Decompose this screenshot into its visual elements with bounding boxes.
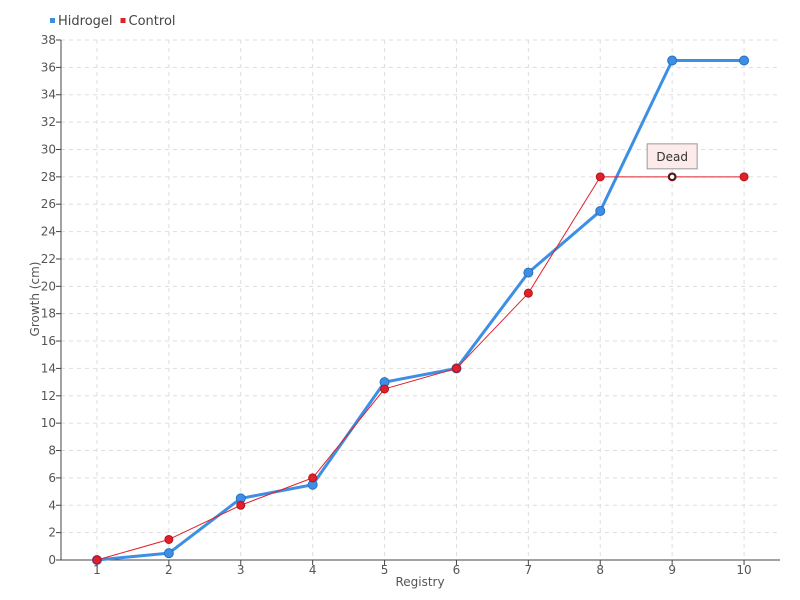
annotation-layer: Dead xyxy=(646,143,698,181)
hidrogel-series-line xyxy=(96,59,745,562)
control-legend-label: Control xyxy=(129,14,176,29)
y-tick-label: 8 xyxy=(48,444,56,458)
control-point[interactable] xyxy=(380,384,390,394)
control-point[interactable] xyxy=(595,172,605,182)
x-tick-label: 4 xyxy=(309,563,317,577)
hidrogel-point[interactable] xyxy=(523,267,534,278)
hidrogel-point[interactable] xyxy=(163,548,174,559)
control-point[interactable] xyxy=(236,500,246,510)
x-tick-label: 8 xyxy=(596,563,604,577)
x-tick-label: 6 xyxy=(453,563,461,577)
y-tick-label: 24 xyxy=(41,225,56,239)
x-tick-label: 1 xyxy=(93,563,101,577)
y-axis-label: Growth (cm) xyxy=(28,262,42,337)
y-tick-label: 4 xyxy=(48,498,56,512)
y-tick-label: 0 xyxy=(48,553,56,567)
control-point[interactable] xyxy=(739,172,749,182)
y-tick-label: 6 xyxy=(48,471,56,485)
hidrogel-point[interactable] xyxy=(667,55,678,66)
y-tick-label: 38 xyxy=(41,33,56,47)
x-axis-label: Registry xyxy=(395,575,444,589)
control-point[interactable] xyxy=(451,363,461,373)
hidrogel-point[interactable] xyxy=(595,206,606,217)
y-tick-label: 30 xyxy=(41,142,56,156)
series-layer xyxy=(91,55,750,565)
y-tick-label: 36 xyxy=(41,60,56,74)
x-tick-label: 3 xyxy=(237,563,245,577)
y-tick-label: 14 xyxy=(41,361,56,375)
control-series-line xyxy=(96,176,745,561)
legend: Hidrogel Control xyxy=(50,14,176,29)
control-point[interactable] xyxy=(92,555,102,565)
y-tick-label: 32 xyxy=(41,115,56,129)
y-tick-label: 2 xyxy=(48,526,56,540)
hidrogel-point[interactable] xyxy=(739,55,750,66)
x-tick-label: 2 xyxy=(165,563,173,577)
x-tick-label: 9 xyxy=(668,563,676,577)
y-tick-label: 34 xyxy=(41,88,56,102)
y-tick-label: 20 xyxy=(41,279,56,293)
control-legend-swatch xyxy=(120,18,126,23)
x-tick-label: 7 xyxy=(525,563,533,577)
hidrogel-legend-swatch xyxy=(50,18,55,23)
y-tick-label: 28 xyxy=(41,170,56,184)
y-tick-label: 22 xyxy=(41,252,56,266)
y-tick-label: 18 xyxy=(41,307,56,321)
y-tick-label: 12 xyxy=(41,389,56,403)
y-tick-label: 10 xyxy=(41,416,56,430)
annotation-label: Dead xyxy=(656,150,688,164)
annotation-marker xyxy=(668,173,676,181)
x-tick-label: 5 xyxy=(381,563,389,577)
control-point[interactable] xyxy=(523,288,533,298)
control-point[interactable] xyxy=(308,473,318,483)
y-tick-label: 16 xyxy=(41,334,56,348)
hidrogel-legend-label: Hidrogel xyxy=(58,14,113,29)
annotation-box xyxy=(646,143,698,170)
control-point[interactable] xyxy=(164,534,174,544)
x-tick-label: 10 xyxy=(736,563,751,577)
grid xyxy=(61,39,780,560)
y-tick-label: 26 xyxy=(41,197,56,211)
